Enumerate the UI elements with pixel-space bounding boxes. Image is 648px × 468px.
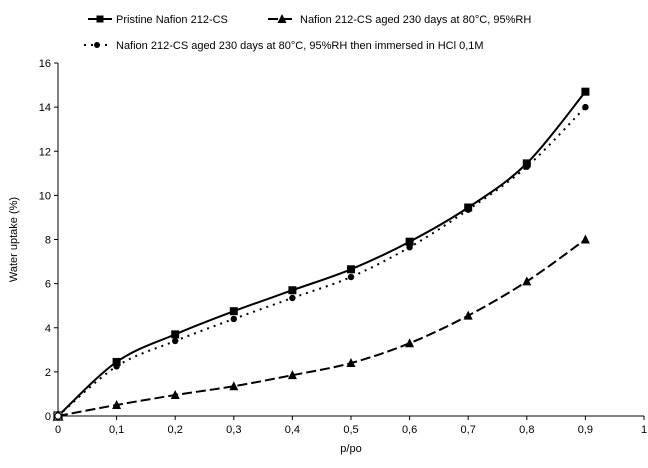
y-tick-label: 0 [45,411,51,423]
plot-area [52,87,590,421]
y-tick-label: 4 [45,323,51,335]
y-axis-label: Water uptake (%) [8,197,20,282]
data-point-aged [522,276,532,286]
data-point-hcl [523,163,530,170]
x-tick-label: 0,2 [168,424,183,436]
x-tick-label: 0,7 [461,424,476,436]
x-tick-label: 0,3 [226,424,241,436]
axes: 0 2 4 6 8 10 12 14 16 0 0,1 0,2 0,3 0,4 0,5 0,6 0,7 0,8 0,… [39,58,647,436]
data-point-aged [463,310,473,320]
legend-label-pristine: Pristine Nafion 212-CS [116,14,228,26]
data-point-hcl [54,412,62,420]
data-point-hcl [465,206,472,213]
data-point-pristine [522,159,531,168]
legend-item-hcl: Nafion 212-CS aged 230 days at 80°C, 95%… [84,40,484,52]
data-point-hcl [406,244,413,251]
legend-marker-hcl [94,42,100,48]
data-point-hcl [230,315,237,323]
legend-item-aged: Nafion 212-CS aged 230 days at 80°C, 95%… [268,14,531,26]
series-line-pristine [57,91,587,417]
data-point-hcl [582,103,589,111]
data-point-aged [346,358,356,368]
legend-label-aged: Nafion 212-CS aged 230 days at 80°C, 95%… [300,14,531,26]
legend-marker-aged [277,14,287,23]
y-tick-label: 10 [39,190,51,202]
data-point-aged [405,338,415,348]
data-point-aged [287,370,297,380]
data-point-pristine [171,330,180,339]
data-point-aged [229,381,239,391]
y-tick-label: 16 [39,58,51,70]
y-tick-label: 12 [39,146,51,158]
x-tick-label: 0,6 [402,424,417,436]
data-point-hcl [289,294,296,302]
data-point-aged [112,399,122,409]
data-point-pristine [112,357,121,366]
data-point-pristine [288,286,297,295]
data-point-pristine [405,237,414,246]
x-tick-label: 0,1 [109,424,124,436]
x-tick-label: 0,9 [578,424,593,436]
y-tick-label: 14 [39,102,51,114]
y-tick-label: 8 [45,235,51,247]
legend: Pristine Nafion 212-CS Nafion 212-CS age… [84,14,531,52]
series-line-aged [57,238,586,417]
legend-marker-pristine [96,15,104,23]
y-tick-label: 2 [45,367,51,379]
legend-item-pristine: Pristine Nafion 212-CS [88,14,228,26]
x-tick-label: 0 [55,424,61,436]
x-tick-label: 0,8 [519,424,534,436]
series-line-hcl [57,106,587,417]
x-axis-label: p/po [340,443,361,455]
data-point-hcl [113,363,120,370]
data-point-pristine [347,265,355,274]
data-point-pristine [229,307,238,316]
data-point-pristine [581,87,590,96]
data-point-hcl [347,273,355,281]
data-point-aged [170,390,180,400]
data-point-hcl [172,337,179,345]
x-tick-label: 1 [641,424,647,436]
x-tick-label: 0,5 [343,424,358,436]
x-tick-label: 0,4 [285,424,300,436]
y-tick-label: 6 [45,279,51,291]
legend-label-hcl: Nafion 212-CS aged 230 days at 80°C, 95%… [116,40,484,52]
data-point-aged [580,234,590,244]
